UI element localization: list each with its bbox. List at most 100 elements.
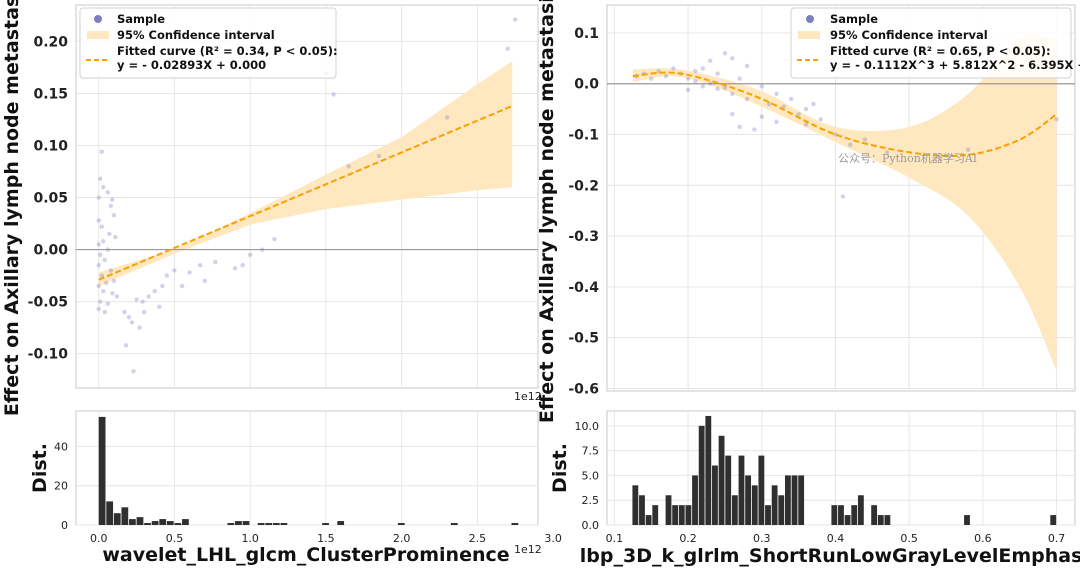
right-hist-bar	[831, 505, 838, 525]
right-hist-bar	[725, 455, 732, 525]
left-sample-point	[137, 325, 142, 330]
right-y-tick-label: 0.1	[574, 26, 599, 42]
left-sample-point	[105, 301, 111, 306]
right-sample-point	[848, 142, 853, 147]
right-sample-point	[730, 111, 735, 117]
right-y-tick-label: 0.0	[574, 77, 599, 93]
right-sample-point	[759, 114, 764, 119]
right-hist-bar	[1050, 515, 1057, 525]
left-sample-point	[232, 266, 238, 271]
left-sample-point	[96, 242, 101, 247]
left-hist-bar	[242, 521, 250, 525]
right-hist-bar	[765, 505, 771, 525]
left-legend-fit-1: Fitted curve (R² = 0.34, P < 0.05):	[117, 44, 338, 58]
legend-sample-marker	[94, 15, 102, 23]
right-x-tick-label: 0.5	[900, 532, 918, 545]
left-sample-point	[111, 278, 117, 284]
left-sample-point	[240, 262, 245, 268]
left-hist-bar	[257, 523, 265, 525]
left-y-tick-label: 0.00	[33, 243, 68, 259]
right-hist-bar	[758, 455, 765, 525]
right-y-tick-label: -0.2	[568, 178, 599, 194]
left-hist-bar	[182, 519, 189, 525]
right-hist-bar	[639, 495, 645, 525]
left-hist-bar	[106, 501, 114, 525]
right-hist-bar	[751, 485, 758, 525]
left-sample-point	[108, 203, 114, 209]
left-sample-point	[202, 278, 207, 284]
right-sample-point	[685, 87, 691, 93]
right-hist-y-label: Dist.	[549, 443, 571, 493]
right-sample-point	[840, 194, 846, 199]
left-sample-point	[146, 294, 151, 299]
right-hist-bar	[871, 505, 878, 525]
left-sample-point	[98, 299, 103, 304]
left-sample-point	[247, 252, 253, 257]
left-sample-point	[131, 369, 136, 374]
left-hist-bar	[136, 517, 144, 525]
left-sample-point	[99, 224, 104, 229]
right-sample-point	[1054, 117, 1059, 122]
left-sample-point	[346, 164, 351, 169]
right-hist-bar	[645, 515, 652, 525]
right-sample-point	[649, 76, 654, 81]
left-hist-bar	[322, 523, 329, 525]
left-sample-point	[134, 297, 139, 302]
right-sample-point	[744, 96, 750, 102]
right-hist-y-tick: 7.5	[582, 445, 600, 458]
left-x-tick-label: 0.0	[90, 532, 108, 545]
right-sample-point	[884, 150, 890, 155]
left-sample-point	[152, 289, 157, 294]
right-hist-bar	[877, 515, 884, 525]
left-hist-bar	[113, 513, 121, 525]
right-sample-point	[722, 51, 728, 56]
left-sample-point	[160, 283, 165, 289]
left-hist-bar	[166, 521, 174, 525]
left-sample-point	[105, 190, 111, 195]
right-y-tick-label: -0.6	[568, 381, 599, 397]
right-sample-point	[818, 117, 823, 122]
left-x-tick-label: 2.0	[393, 532, 411, 545]
right-sample-point	[671, 66, 676, 71]
right-sample-point	[811, 101, 816, 107]
right-hist-bar	[712, 465, 718, 525]
right-legend-fit-1: Fitted curve (R² = 0.65, P < 0.05):	[830, 44, 1051, 58]
right-sample-point	[737, 76, 742, 81]
right-x-tick-label: 0.2	[679, 532, 697, 545]
left-y-tick-label: 0.10	[33, 139, 68, 155]
right-hist-y-tick: 2.5	[582, 494, 600, 507]
left-legend-box	[79, 7, 337, 79]
right-hist-bar	[844, 515, 851, 525]
left-hist-bar	[144, 523, 151, 525]
right-x-tick-label: 0.4	[827, 532, 845, 545]
left-sample-point	[123, 343, 129, 348]
left-y-tick-label: 0.15	[33, 86, 68, 102]
right-hist-y-tick: 5.0	[582, 469, 600, 482]
left-ci-band	[98, 61, 513, 287]
right-hist-bar	[771, 485, 778, 525]
watermark: 公众号：Python机器学习AI	[838, 151, 977, 165]
right-hist-y-tick: 10.0	[575, 420, 600, 433]
left-sample-point	[101, 239, 106, 244]
right-fit-curve	[632, 71, 1058, 157]
right-hist-y-tick: 0.0	[582, 519, 600, 532]
legend-ci-swatch	[87, 31, 109, 39]
right-hist-bar	[964, 515, 970, 525]
right-sample-point	[965, 147, 971, 152]
right-sample-point	[803, 106, 809, 112]
left-sample-point	[141, 309, 147, 315]
left-hist-bar	[98, 416, 106, 525]
left-sample-point	[98, 176, 103, 182]
left-x-tick-label: 2.5	[469, 532, 487, 545]
right-sample-point	[759, 84, 764, 89]
left-sample-point	[126, 315, 132, 320]
left-sample-point	[104, 280, 109, 286]
left-sample-point	[99, 273, 104, 278]
right-sample-point	[796, 111, 801, 117]
right-hist-bar	[798, 475, 805, 525]
left-hist-bar	[129, 519, 136, 525]
left-hist-y-tick: 0	[61, 519, 68, 532]
left-hist-bar	[151, 521, 159, 525]
left-hist-bar	[265, 523, 273, 525]
right-y-tick-label: -0.4	[568, 280, 599, 296]
